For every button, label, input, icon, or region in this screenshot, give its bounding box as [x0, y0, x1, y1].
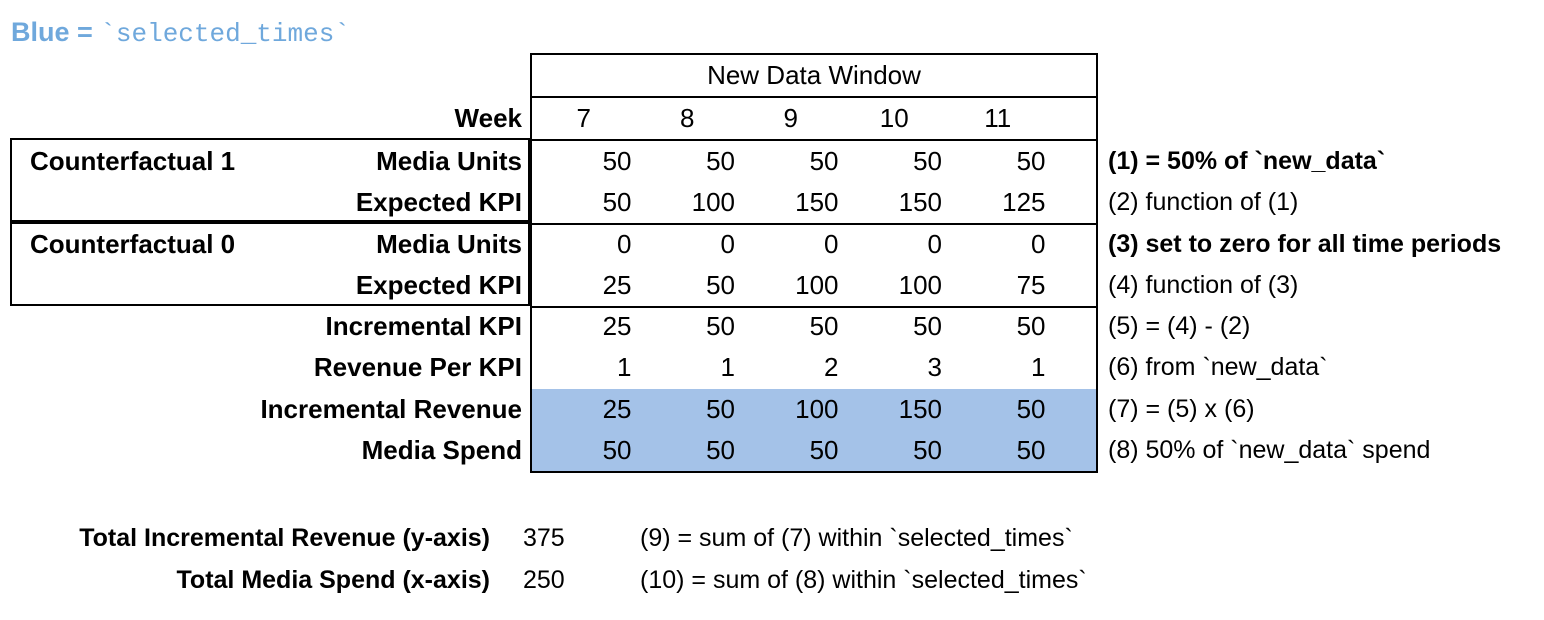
cell-value: 50: [913, 146, 942, 176]
annotation-9: (9) = sum of (7) within `selected_times`: [640, 524, 1073, 552]
row-label-incremental-revenue: Incremental Revenue: [260, 393, 522, 424]
divider-below-header: [532, 96, 1096, 98]
legend-note-prefix: Blue =: [11, 17, 101, 47]
week-number: 7: [576, 103, 591, 133]
cell-value: 50: [913, 434, 942, 465]
cell-value: 50: [1016, 146, 1046, 176]
week-row-label: Week: [454, 103, 522, 133]
cell-value: 2: [824, 352, 839, 383]
cell-value: 50: [809, 311, 839, 341]
data-rows: 50 50 50 50 50 50 100 150 150 125 0 0 0 …: [532, 141, 1096, 471]
counterfactual-1-box: [10, 138, 530, 222]
total-incremental-revenue-value: 375: [523, 524, 565, 552]
legend-note: Blue = `selected_times`: [11, 17, 350, 49]
row-label-media-units-cf1: Media Units: [376, 146, 522, 176]
cell-value: 0: [617, 228, 632, 259]
row-label-expected-kpi-cf0: Expected KPI: [355, 269, 522, 300]
cell-value: 25: [602, 311, 632, 341]
row-label-incremental-kpi: Incremental KPI: [325, 311, 522, 341]
cell-value: 150: [795, 187, 839, 218]
divider-between-counterfactuals: [532, 223, 1096, 225]
cell-value: 25: [602, 269, 632, 300]
total-incremental-revenue-label: Total Incremental Revenue (y-axis): [79, 524, 490, 552]
divider-below-week-row: [532, 139, 1096, 141]
cell-value: 150: [898, 393, 942, 424]
annotation-3: (3) set to zero for all time periods: [1108, 229, 1502, 258]
total-media-spend-value: 250: [523, 566, 565, 594]
cell-value: 50: [706, 146, 735, 176]
cell-value: 25: [602, 393, 632, 424]
row-label-media-spend: Media Spend: [361, 434, 522, 465]
table-row-revenue-per-kpi: 1 1 2 3 1: [532, 347, 1096, 388]
cell-value: 1: [1031, 352, 1046, 383]
week-number: 11: [984, 103, 1012, 133]
cell-value: 50: [1016, 393, 1046, 424]
table-row-media-units-cf1: 50 50 50 50 50: [532, 141, 1096, 182]
week-number-row: 7 8 9 10 11: [532, 98, 1096, 139]
cell-value: 50: [706, 393, 735, 424]
annotation-10: (10) = sum of (8) within `selected_times…: [640, 566, 1087, 594]
counterfactual-1-label: Counterfactual 1: [30, 146, 236, 176]
cell-value: 50: [1016, 434, 1046, 465]
annotation-1: (1) = 50% of `new_data`: [1108, 147, 1386, 175]
cell-value: 50: [1016, 311, 1046, 341]
cell-value: 50: [706, 311, 735, 341]
cell-value: 50: [809, 434, 839, 465]
cell-value: 75: [1016, 269, 1046, 300]
table-row-incremental-revenue-highlighted: 25 50 100 150 50: [532, 388, 1096, 430]
week-number: 9: [783, 103, 798, 133]
cell-value: 50: [913, 311, 942, 341]
cell-value: 50: [602, 434, 632, 465]
cell-value: 0: [927, 228, 942, 259]
row-label-revenue-per-kpi: Revenue Per KPI: [313, 352, 522, 383]
table-row-media-spend-highlighted: 50 50 50 50 50: [532, 429, 1096, 471]
annotation-2: (2) function of (1): [1108, 188, 1299, 217]
divider-below-counterfactual-0: [532, 306, 1096, 308]
cell-value: 1: [720, 352, 735, 383]
cell-value: 100: [691, 187, 735, 218]
legend-note-code: `selected_times`: [100, 19, 350, 49]
table-row-media-units-cf0: 0 0 0 0 0: [532, 224, 1096, 265]
cell-value: 0: [720, 228, 735, 259]
annotation-7: (7) = (5) x (6): [1108, 394, 1255, 423]
cell-value: 125: [1002, 187, 1046, 218]
cell-value: 50: [706, 269, 735, 300]
table-header-new-data-window: New Data Window: [707, 60, 921, 90]
week-number: 10: [879, 103, 909, 133]
cell-value: 50: [602, 146, 632, 176]
cell-value: 0: [824, 228, 839, 259]
counterfactual-0-label: Counterfactual 0: [30, 228, 236, 259]
cell-value: 100: [795, 393, 839, 424]
row-label-expected-kpi-cf1: Expected KPI: [355, 187, 522, 218]
counterfactual-0-box: [10, 222, 530, 306]
total-media-spend-label: Total Media Spend (x-axis): [176, 566, 490, 594]
cell-value: 0: [1031, 228, 1046, 259]
cell-value: 1: [617, 352, 632, 383]
cell-value: 150: [898, 187, 942, 218]
cell-value: 50: [809, 146, 839, 176]
table-row-expected-kpi-cf0: 25 50 100 100 75: [532, 265, 1096, 306]
cell-value: 50: [706, 434, 735, 465]
cell-value: 100: [898, 269, 942, 300]
table-row-expected-kpi-cf1: 50 100 150 150 125: [532, 182, 1096, 223]
cell-value: 3: [927, 352, 942, 383]
row-label-media-units-cf0: Media Units: [376, 228, 522, 259]
annotation-8: (8) 50% of `new_data` spend: [1108, 435, 1431, 464]
annotation-4: (4) function of (3): [1108, 270, 1299, 299]
week-number: 8: [680, 103, 695, 133]
cell-value: 50: [602, 187, 632, 218]
annotation-5: (5) = (4) - (2): [1108, 312, 1251, 340]
annotation-6: (6) from `new_data`: [1108, 353, 1328, 382]
cell-value: 100: [795, 269, 839, 300]
table-row-incremental-kpi: 25 50 50 50 50: [532, 306, 1096, 347]
data-table: New Data Window 7 8 9 10 11 50 50 50 50 …: [530, 53, 1098, 473]
